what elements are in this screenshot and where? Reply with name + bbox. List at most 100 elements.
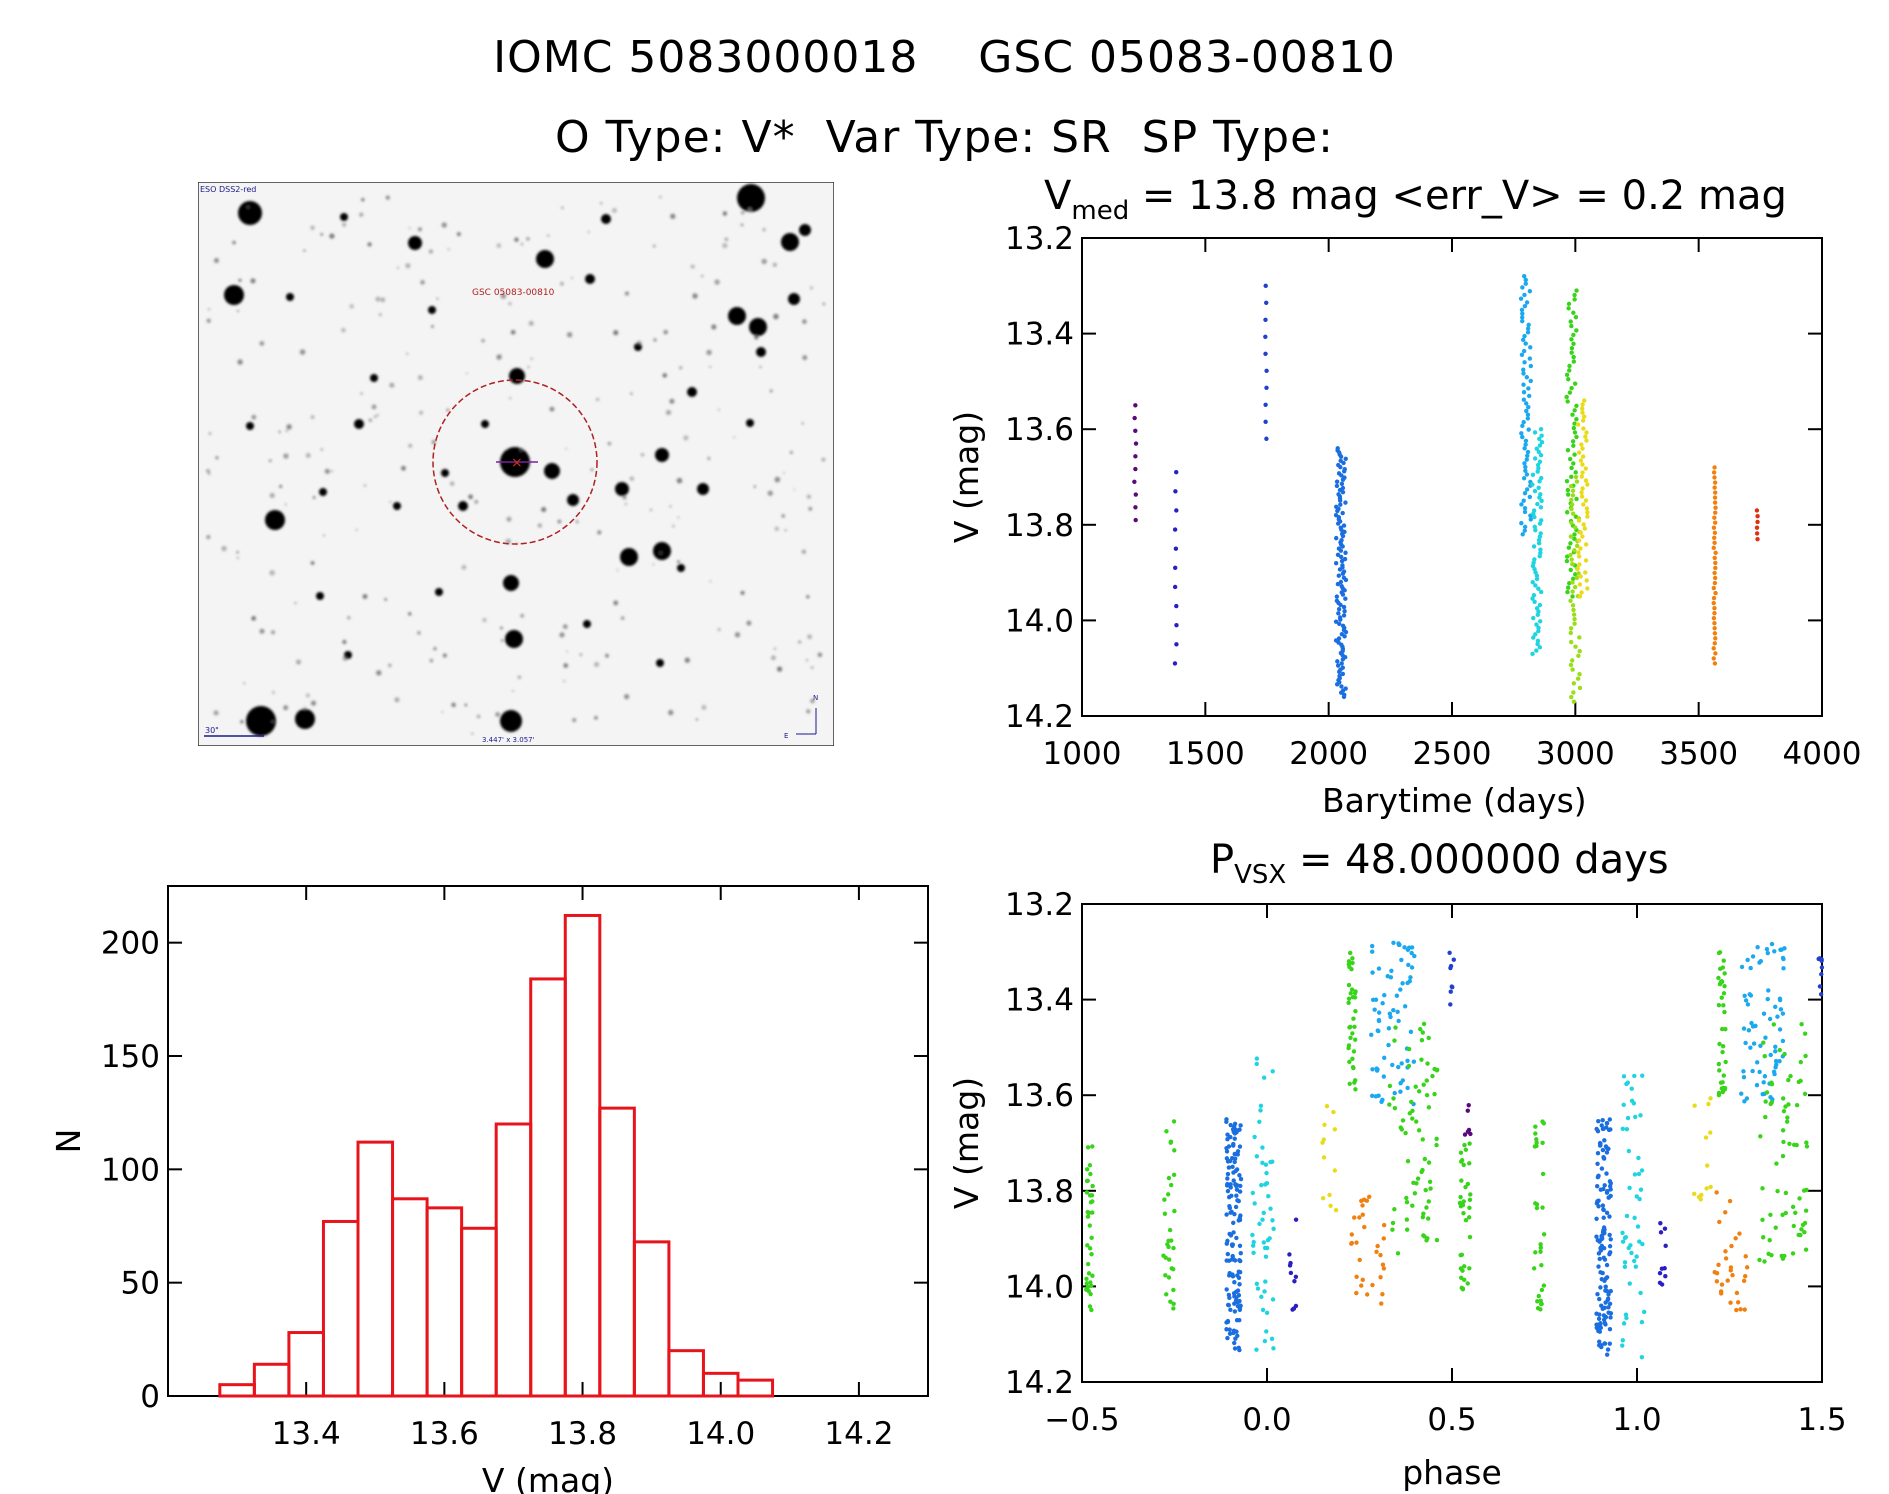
phase-plot-point	[1716, 1061, 1722, 1067]
light-curve-point	[1340, 533, 1346, 539]
phase-plot-point	[1637, 1239, 1642, 1244]
phase-plot-point	[1378, 1275, 1383, 1280]
phase-plot-point	[1404, 1227, 1410, 1232]
light-curve-point	[1520, 434, 1525, 440]
phase-plot-point	[1760, 1217, 1765, 1223]
light-curve-point	[1569, 497, 1574, 503]
phase-plot-point	[1268, 1206, 1273, 1211]
light-curve-point	[1523, 438, 1529, 444]
light-curve-point	[1565, 589, 1570, 595]
light-curve-point	[1173, 546, 1179, 551]
phase-plot-point	[1165, 1192, 1171, 1197]
phase-plot-point	[1604, 1210, 1610, 1216]
phase-plot-frame	[1081, 903, 1823, 1383]
phase-plot-point	[1235, 1303, 1241, 1309]
light-curve-point	[1535, 501, 1540, 507]
light-curve-point	[1711, 595, 1717, 601]
histogram-bar	[460, 1226, 498, 1398]
phase-plot-point	[1777, 1047, 1782, 1053]
phase-plot-point	[1764, 1090, 1770, 1095]
finder-faint-star	[285, 429, 288, 432]
phase-plot-point	[1777, 1059, 1782, 1064]
phase-plot-xtick-label: −0.5	[1044, 1402, 1119, 1438]
chart-title-line-1: IOMC 5083000018 GSC 05083-00810	[493, 32, 1396, 83]
light-curve-point	[1530, 580, 1535, 585]
light-curve-point	[1577, 582, 1583, 587]
phase-plot-point	[1601, 1215, 1606, 1220]
light-curve-point	[1537, 436, 1542, 442]
phase-plot-point	[1353, 1087, 1358, 1092]
phase-plot-point	[1533, 1250, 1538, 1255]
finder-faint-star	[774, 476, 781, 483]
light-curve-point	[1338, 602, 1343, 608]
phase-plot-point	[1362, 1224, 1367, 1230]
light-curve-point	[1530, 482, 1535, 487]
phase-plot-point	[1395, 1009, 1400, 1015]
finder-faint-star	[208, 432, 212, 435]
finder-star	[781, 233, 799, 251]
phase-plot-point	[1350, 960, 1355, 966]
finder-faint-star	[709, 580, 712, 583]
light-curve-point	[1713, 651, 1718, 656]
finder-faint-star	[499, 626, 503, 630]
phase-plot-point	[1231, 1170, 1236, 1175]
phase-plot-point	[1641, 1309, 1647, 1315]
phase-plot-point	[1798, 1232, 1803, 1238]
phase-plot-point	[1372, 1007, 1377, 1012]
phase-plot-point	[1467, 1266, 1472, 1271]
light-curve-point	[1570, 439, 1576, 444]
phase-plot-point	[1169, 1266, 1174, 1271]
phase-plot-point	[1391, 1008, 1396, 1013]
phase-plot-point	[1739, 1091, 1744, 1096]
phase-plot-point	[1608, 1127, 1613, 1132]
light-curve-point	[1338, 690, 1344, 695]
light-curve-xtick-label: 2500	[1413, 736, 1492, 772]
phase-plot-point	[1703, 1135, 1709, 1140]
finder-faint-star	[312, 496, 316, 499]
light-curve-point	[1521, 371, 1526, 376]
phase-plot-point	[1162, 1197, 1167, 1202]
light-curve-point	[1538, 547, 1543, 552]
phase-plot-point	[1777, 1027, 1783, 1032]
phase-plot-point	[1333, 1207, 1339, 1213]
phase-plot-point	[1714, 1270, 1720, 1276]
phase-plot-point	[1534, 1137, 1539, 1142]
finder-faint-star	[692, 293, 698, 299]
finder-faint-star	[500, 293, 507, 299]
light-curve-point	[1532, 430, 1538, 435]
finder-faint-star	[506, 448, 509, 451]
phase-plot-point	[1767, 1016, 1773, 1022]
finder-faint-star	[238, 278, 242, 282]
phase-plot-point	[1595, 1151, 1601, 1156]
phase-plot-point	[1722, 971, 1727, 976]
finder-faint-star	[259, 628, 265, 634]
light-curve-point	[1535, 462, 1541, 468]
phase-plot-point	[1634, 1194, 1639, 1199]
phase-plot-point	[1734, 1307, 1739, 1313]
phase-plot-point	[1270, 1159, 1275, 1164]
phase-plot-point	[1598, 1325, 1603, 1330]
phase-plot-point	[1601, 1126, 1606, 1132]
light-curve-point	[1566, 545, 1572, 550]
light-curve-point	[1755, 513, 1760, 519]
finder-faint-star	[740, 590, 745, 595]
finder-faint-star	[355, 528, 358, 532]
phase-plot-point	[1346, 1043, 1352, 1048]
light-curve-point	[1572, 297, 1577, 302]
light-curve-point	[1536, 628, 1541, 634]
phase-plot-point	[1392, 1105, 1398, 1111]
finder-faint-star	[342, 639, 347, 645]
light-curve-point	[1580, 446, 1585, 451]
light-curve-point	[1536, 540, 1542, 546]
finder-star	[687, 387, 697, 397]
light-curve-point	[1521, 419, 1526, 425]
light-curve-point	[1712, 520, 1718, 525]
light-curve-point	[1532, 456, 1538, 461]
light-curve-point	[1335, 552, 1341, 558]
light-curve-point	[1534, 622, 1539, 627]
phase-plot-point	[1260, 1160, 1265, 1165]
phase-plot-point	[1627, 1281, 1632, 1286]
phase-plot-point	[1400, 981, 1405, 986]
histogram-bar	[218, 1383, 256, 1398]
light-curve-point	[1174, 470, 1179, 475]
